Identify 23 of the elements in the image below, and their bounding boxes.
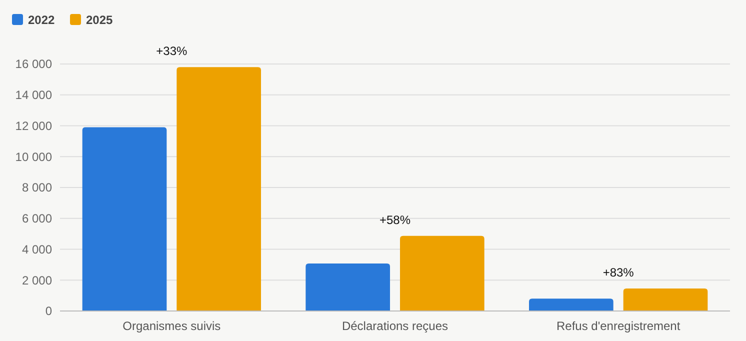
x-tick-label: Refus d'enregistrement [556, 319, 681, 333]
y-tick-label: 14 000 [15, 88, 52, 102]
bar [176, 67, 261, 311]
y-tick-label: 12 000 [15, 118, 52, 133]
bar [529, 298, 614, 311]
x-tick-label: Organismes suivis [122, 319, 221, 333]
y-tick-label: 10 000 [15, 150, 52, 164]
bar [623, 288, 708, 311]
text: +33% [156, 44, 188, 58]
y-tick-label: 8 000 [22, 180, 52, 195]
annotation: +83% [602, 265, 634, 280]
legend-label: 2025 [86, 13, 114, 28]
y-tick-label: 6 000 [22, 212, 52, 226]
bar [82, 127, 167, 311]
annotation: +58% [379, 212, 411, 227]
y-tick-label: 0 [45, 304, 52, 318]
bar [400, 236, 484, 311]
legend-label: 2022 [28, 13, 56, 28]
y-tick-label: 16 000 [15, 57, 52, 72]
y-tick-label: 4 000 [22, 242, 52, 256]
y-tick-label: 2 000 [22, 273, 52, 288]
bar [306, 263, 390, 311]
x-tick-label: Déclarations reçues [342, 319, 448, 333]
